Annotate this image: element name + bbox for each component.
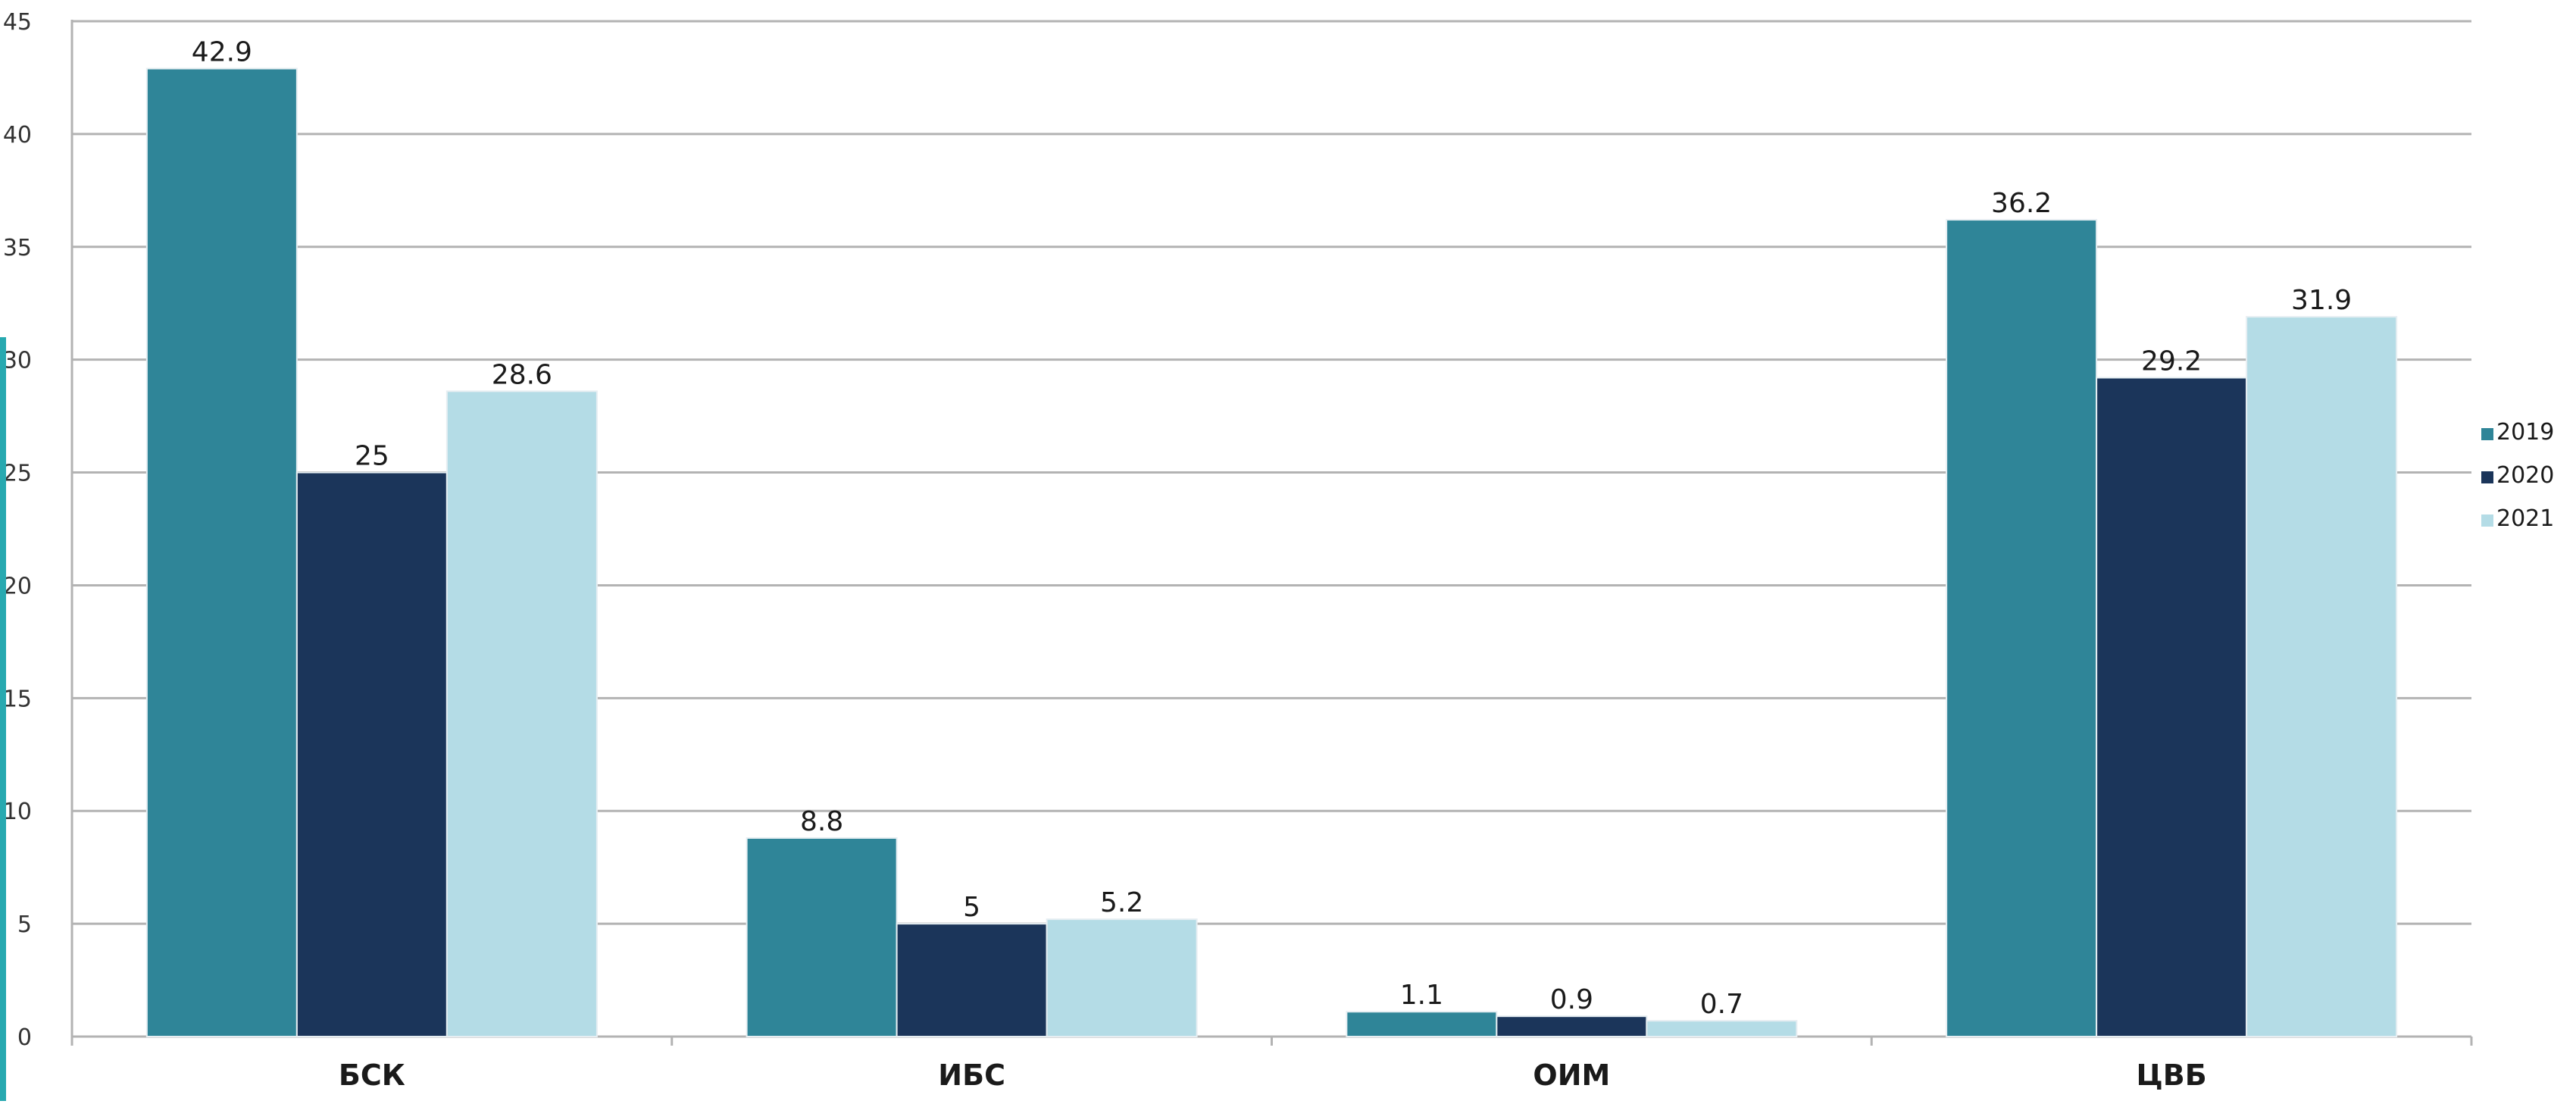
legend-swatch: [2481, 428, 2493, 440]
data-label: 42.9: [192, 37, 252, 68]
y-tick-label: 10: [3, 799, 32, 825]
data-label: 31.9: [2291, 285, 2352, 316]
y-tick-label: 0: [17, 1024, 32, 1051]
y-tick-label: 20: [3, 573, 32, 599]
bar-2020-ЦВБ: [2096, 377, 2248, 1037]
bar-2020-ОИМ: [1496, 1015, 1648, 1037]
bar-2020-БСК: [295, 471, 448, 1037]
y-tick-label: 25: [3, 461, 32, 487]
y-tick-label: 30: [3, 348, 32, 374]
x-category-label: ИБС: [938, 1059, 1005, 1092]
x-category-label: ЦВБ: [2137, 1059, 2207, 1092]
legend-swatch: [2481, 471, 2493, 483]
data-label: 8.8: [800, 806, 843, 837]
data-label: 0.9: [1550, 984, 1593, 1015]
left-accent-bar: [0, 337, 6, 1101]
bar-2020-ИБС: [896, 923, 1048, 1037]
data-label: 5.2: [1100, 887, 1143, 918]
x-category-label: ОИМ: [1533, 1059, 1610, 1092]
y-tick-label: 45: [3, 9, 32, 36]
bar-2019-ЦВБ: [1946, 219, 2098, 1037]
data-label: 36.2: [1991, 188, 2052, 219]
legend-label: 2020: [2496, 462, 2554, 489]
y-tick-label: 15: [3, 686, 32, 712]
bar-2019-ИБС: [746, 837, 898, 1037]
data-label: 25: [355, 441, 389, 472]
data-label: 0.7: [1700, 989, 1743, 1020]
bar-2021-БСК: [445, 390, 598, 1037]
data-label: 29.2: [2141, 346, 2202, 377]
legend-label: 2021: [2496, 505, 2554, 532]
data-label: 1.1: [1400, 980, 1443, 1011]
legend-label: 2019: [2496, 419, 2554, 446]
y-tick-label: 40: [3, 122, 32, 149]
data-label: 5: [963, 892, 980, 923]
x-category-label: БСК: [339, 1059, 405, 1092]
bar-2021-ИБС: [1046, 918, 1198, 1037]
y-tick-label: 35: [3, 235, 32, 261]
data-label: 28.6: [492, 359, 552, 390]
bar-2019-ОИМ: [1346, 1011, 1498, 1037]
y-tick-label: 5: [17, 912, 32, 938]
legend-swatch: [2481, 514, 2493, 527]
bar-2019-БСК: [145, 67, 298, 1038]
bar-2021-ОИМ: [1646, 1020, 1798, 1037]
bar-2021-ЦВБ: [2246, 316, 2398, 1038]
